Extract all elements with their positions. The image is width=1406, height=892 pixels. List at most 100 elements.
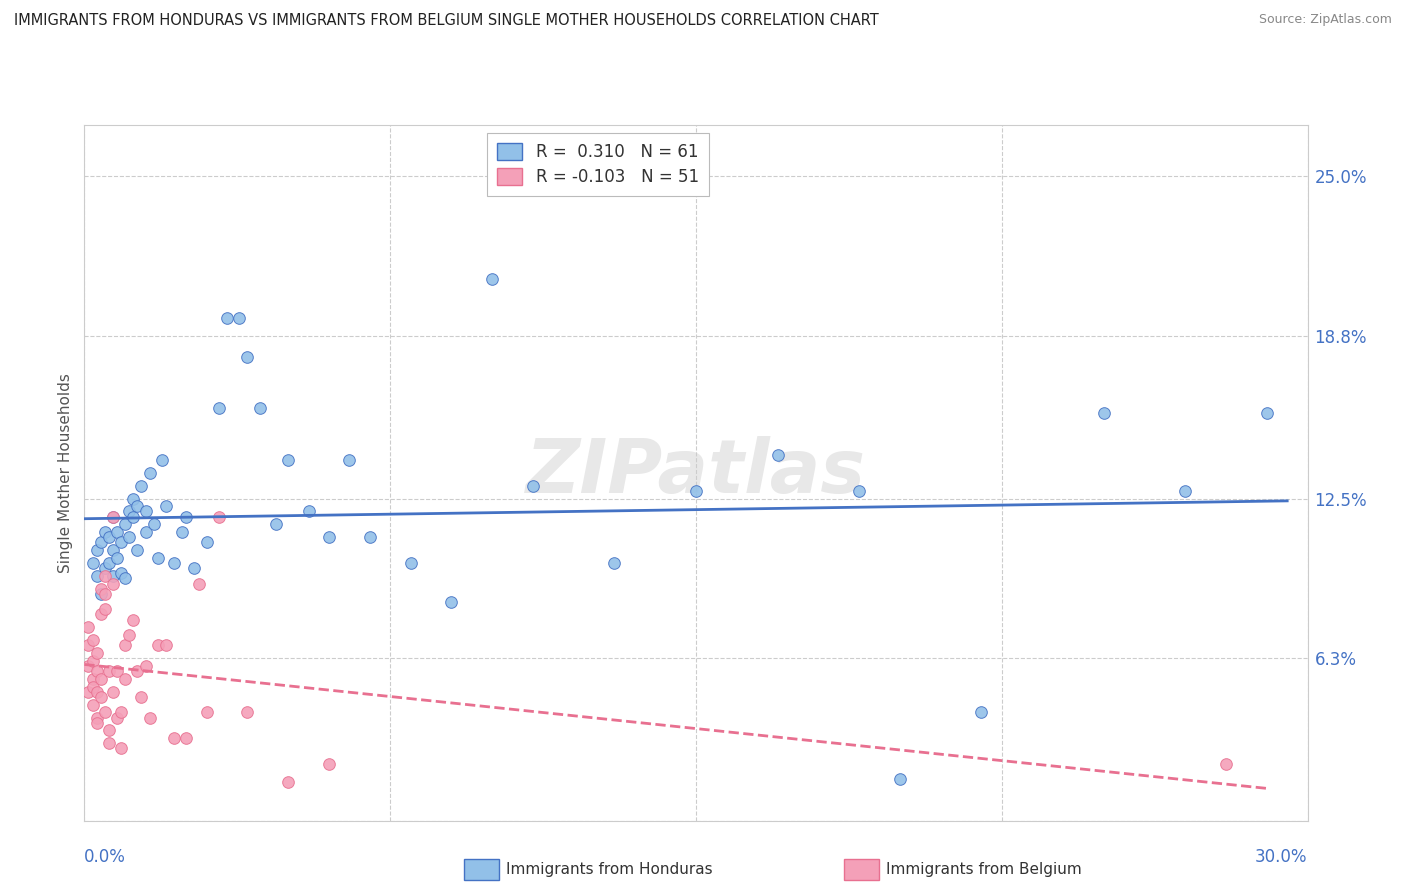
Point — [264, 517, 287, 532]
Point — [97, 530, 120, 544]
Point — [138, 710, 160, 724]
Point — [155, 500, 177, 514]
Point — [122, 509, 145, 524]
Point — [77, 620, 100, 634]
Point — [217, 311, 239, 326]
Point — [146, 639, 169, 653]
Text: Immigrants from Belgium: Immigrants from Belgium — [886, 863, 1081, 877]
Point — [208, 401, 231, 416]
Point — [86, 569, 108, 583]
Point — [522, 478, 544, 492]
Text: Source: ZipAtlas.com: Source: ZipAtlas.com — [1258, 13, 1392, 27]
Point — [93, 587, 117, 601]
Point — [110, 535, 132, 549]
Point — [118, 530, 141, 544]
Point — [127, 543, 149, 558]
Point — [114, 517, 136, 532]
Point — [114, 571, 136, 585]
Point — [440, 594, 463, 608]
Point — [86, 685, 108, 699]
Point — [97, 723, 120, 738]
Point — [93, 569, 117, 583]
Point — [127, 500, 149, 514]
Point — [176, 731, 198, 746]
Point — [208, 509, 231, 524]
Point — [131, 478, 153, 492]
Text: 30.0%: 30.0% — [1256, 848, 1308, 866]
Text: IMMIGRANTS FROM HONDURAS VS IMMIGRANTS FROM BELGIUM SINGLE MOTHER HOUSEHOLDS COR: IMMIGRANTS FROM HONDURAS VS IMMIGRANTS F… — [14, 13, 879, 29]
Point — [90, 535, 112, 549]
Point — [277, 453, 299, 467]
Point — [114, 672, 136, 686]
Point — [118, 628, 141, 642]
Point — [122, 491, 145, 506]
Point — [298, 504, 321, 518]
Point — [399, 556, 422, 570]
Point — [118, 504, 141, 518]
Point — [90, 690, 112, 704]
Point — [848, 483, 870, 498]
Point — [101, 509, 124, 524]
Point — [603, 556, 626, 570]
Point — [236, 706, 259, 720]
Point — [90, 672, 112, 686]
Point — [236, 350, 259, 364]
Point — [101, 576, 124, 591]
Point — [86, 664, 108, 678]
Point — [135, 524, 157, 539]
Point — [318, 530, 340, 544]
Point — [110, 741, 132, 756]
Point — [138, 466, 160, 480]
Point — [163, 731, 186, 746]
Point — [110, 706, 132, 720]
Point — [150, 453, 173, 467]
Point — [249, 401, 271, 416]
Point — [105, 524, 128, 539]
Point — [318, 756, 340, 771]
Point — [86, 646, 108, 660]
Point — [481, 272, 503, 286]
Point — [127, 664, 149, 678]
Point — [187, 576, 209, 591]
Point — [105, 710, 128, 724]
Point — [1174, 483, 1197, 498]
Y-axis label: Single Mother Households: Single Mother Households — [58, 373, 73, 573]
Point — [889, 772, 911, 787]
Point — [101, 543, 124, 558]
Text: 0.0%: 0.0% — [84, 848, 127, 866]
Point — [122, 613, 145, 627]
Point — [766, 448, 789, 462]
Point — [77, 639, 100, 653]
Point — [86, 543, 108, 558]
Point — [101, 685, 124, 699]
Point — [82, 698, 104, 712]
Point — [105, 550, 128, 565]
Point — [135, 659, 157, 673]
Point — [339, 453, 361, 467]
Point — [86, 710, 108, 724]
Point — [97, 664, 120, 678]
Point — [93, 524, 117, 539]
Point — [277, 775, 299, 789]
Point — [114, 639, 136, 653]
Point — [82, 633, 104, 648]
Point — [82, 654, 104, 668]
Point — [142, 517, 165, 532]
Point — [228, 311, 250, 326]
Point — [359, 530, 381, 544]
Point — [131, 690, 153, 704]
Point — [77, 659, 100, 673]
Point — [97, 556, 120, 570]
Point — [146, 550, 169, 565]
Point — [93, 706, 117, 720]
Point — [90, 587, 112, 601]
Legend: R =  0.310   N = 61, R = -0.103   N = 51: R = 0.310 N = 61, R = -0.103 N = 51 — [488, 133, 709, 196]
Point — [86, 715, 108, 730]
Point — [176, 509, 198, 524]
Point — [82, 556, 104, 570]
Point — [93, 561, 117, 575]
Point — [135, 504, 157, 518]
Point — [163, 556, 186, 570]
Point — [685, 483, 707, 498]
Point — [110, 566, 132, 581]
